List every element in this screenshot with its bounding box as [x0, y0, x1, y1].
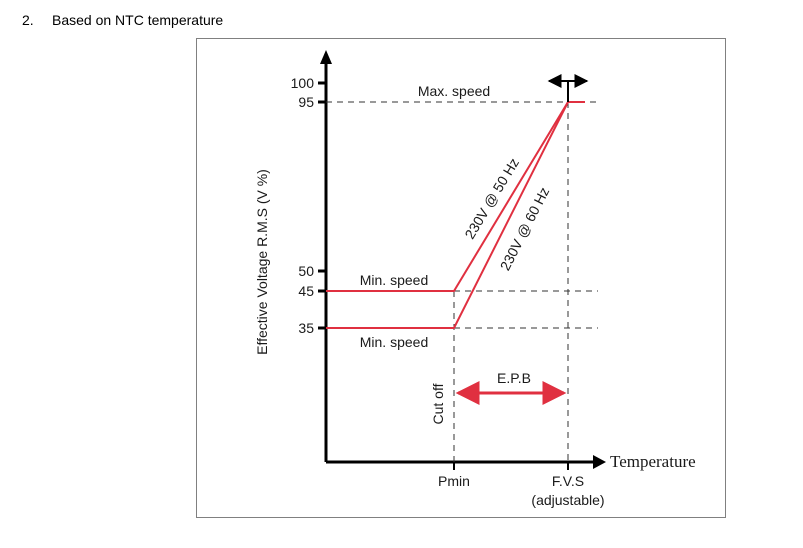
y-tick-45: 45 — [298, 283, 314, 299]
y-tick-100: 100 — [291, 75, 315, 91]
epb-label: E.P.B — [497, 370, 531, 386]
section-title: Based on NTC temperature — [52, 12, 224, 28]
min-speed-upper-label: Min. speed — [360, 272, 428, 288]
x-tick-marks — [453, 462, 569, 470]
min-speed-lower-label: Min. speed — [360, 334, 428, 350]
max-speed-label: Max. speed — [418, 83, 490, 99]
x-tick-fvs-note: (adjustable) — [531, 492, 604, 508]
curve-50hz — [326, 101, 585, 292]
cut-off-label: Cut off — [430, 383, 446, 424]
curve-60hz — [326, 101, 569, 329]
y-tick-35: 35 — [298, 320, 314, 336]
y-axis-arrow-icon — [320, 50, 332, 64]
x-axis-arrow-icon — [593, 455, 606, 469]
diagram-frame — [196, 38, 726, 518]
y-tick-95: 95 — [298, 94, 314, 110]
section-number: 2. — [22, 12, 34, 28]
y-axis-title: Effective Voltage R.M.S (V %) — [254, 169, 270, 355]
x-tick-pmin: Pmin — [438, 473, 470, 489]
x-axis-title: Temperature — [610, 452, 696, 471]
x-tick-fvs: F.V.S — [552, 473, 584, 489]
section-heading: 2. Based on NTC temperature — [22, 12, 223, 28]
y-tick-50: 50 — [298, 263, 314, 279]
y-tick-marks — [318, 81, 326, 330]
dashed-guides — [326, 101, 598, 462]
